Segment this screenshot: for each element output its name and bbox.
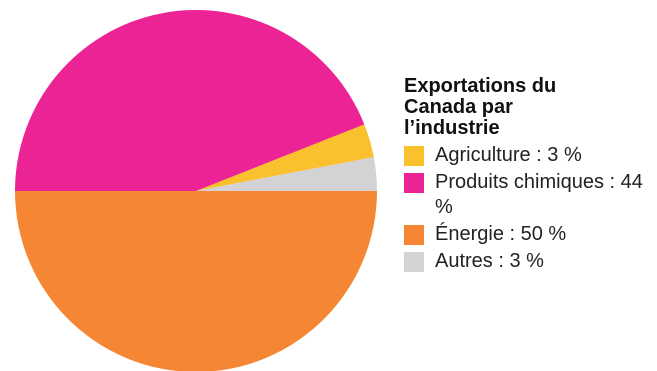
legend-label-agriculture: Agriculture : 3 % [435, 144, 582, 166]
legend-label-autres: Autres : 3 % [435, 250, 544, 272]
legend-item-autres: Autres : 3 % [404, 249, 654, 274]
pie-slice-autres [196, 157, 377, 191]
legend-label-produits-chimiques: Produits chimiques : 44 % [435, 171, 643, 218]
legend-item-produits-chimiques: Produits chimiques : 44 % [404, 170, 654, 220]
legend-item-energie: Énergie : 50 % [404, 222, 654, 247]
legend-item-agriculture: Agriculture : 3 % [404, 143, 654, 168]
legend-label-energie: Énergie : 50 % [435, 223, 567, 245]
legend-swatch-produits-chimiques [404, 173, 424, 193]
legend-swatch-agriculture [404, 146, 424, 166]
legend-list: Agriculture : 3 % Produits chimiques : 4… [404, 143, 654, 274]
chart-legend: Exportations du Canada par l’industrie A… [404, 76, 654, 276]
pie-slice-agriculture [196, 124, 374, 191]
legend-swatch-energie [404, 225, 424, 245]
legend-swatch-autres [404, 252, 424, 272]
legend-title: Exportations du Canada par l’industrie [404, 75, 557, 139]
pie-slice-produits-chimiques [15, 9, 365, 192]
pie-slice-energie [15, 191, 377, 371]
pie-chart-plot [15, 9, 377, 371]
